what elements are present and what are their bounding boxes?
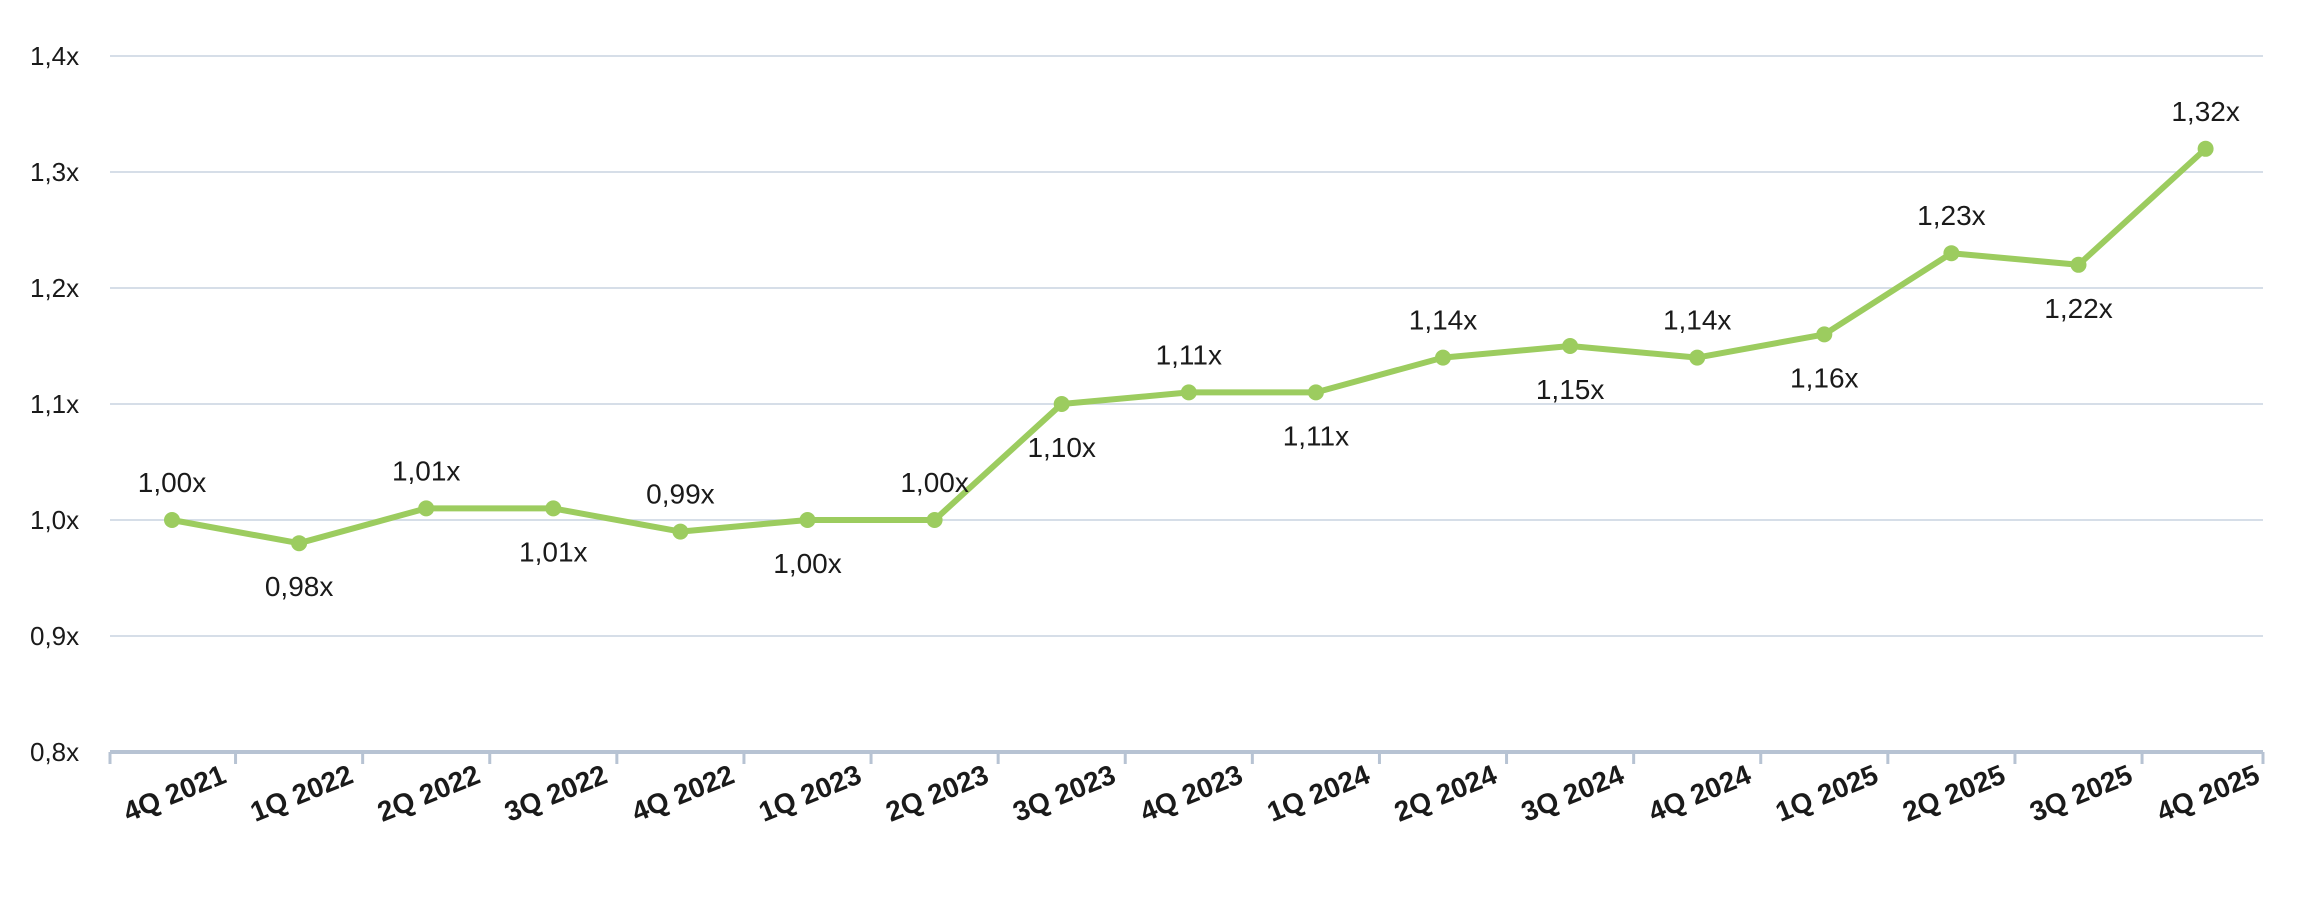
x-tick-label: 2Q 2025 [1898,759,2009,828]
data-label: 1,16x [1790,362,1859,393]
data-label: 1,32x [2171,96,2240,127]
data-label: 1,10x [1027,432,1096,463]
y-tick-label: 1,1x [30,389,79,419]
data-point [164,512,180,528]
data-point [1689,349,1706,366]
data-point [1816,326,1833,343]
x-tick-label: 3Q 2023 [1009,759,1120,828]
x-tick-label: 1Q 2023 [754,759,865,828]
x-tick-label: 4Q 2025 [2152,759,2263,828]
data-label: 1,01x [392,455,461,486]
data-point [1562,338,1579,354]
x-tick-label: 3Q 2024 [1517,759,1629,828]
x-axis: 4Q 2021 1Q 2022 2Q 2022 3Q 2022 4Q 2022 1Q 20… [108,750,2265,828]
data-label: 1,23x [1917,200,1986,231]
data-point [1180,384,1197,401]
data-point [926,512,943,528]
x-tick-label: 1Q 2022 [246,759,357,828]
gridlines [110,55,2263,637]
data-label: 1,14x [1663,305,1732,336]
y-tick-label: 1,4x [30,41,79,71]
data-labels: 1,00x 0,98x 1,01x 1,01x 0,99x 1,00x 1,00x 1,10x… [138,96,2240,602]
x-tick-label: 3Q 2025 [2025,759,2136,828]
data-points [164,140,2214,552]
data-point [1435,349,1451,366]
y-tick-label: 1,0x [30,505,79,535]
data-label: 1,00x [138,467,207,498]
x-tick-label: 2Q 2022 [373,759,484,828]
data-label: 1,11x [1156,339,1222,370]
x-tick-label: 1Q 2024 [1263,759,1375,828]
x-tick-label: 1Q 2025 [1771,759,1882,828]
data-point [545,500,562,517]
x-tick-label: 4Q 2024 [1644,759,1756,828]
data-label: 1,22x [2044,293,2113,324]
x-tick-label: 3Q 2022 [500,759,611,828]
x-tick-label: 2Q 2023 [881,759,992,828]
y-tick-label: 1,2x [30,273,79,303]
data-point [672,523,689,540]
y-tick-label: 0,9x [30,621,79,651]
data-label: 1,00x [900,467,969,498]
data-label: 1,14x [1409,305,1478,336]
data-label: 1,11x [1283,420,1349,451]
data-label: 0,99x [646,479,715,510]
data-point [291,535,308,552]
data-label: 0,98x [265,571,334,602]
data-label: 1,00x [773,548,842,579]
data-point [418,500,435,517]
data-point [1943,245,1960,262]
y-tick-label: 0,8x [30,737,79,767]
data-point [2070,256,2087,273]
x-tick-label: 4Q 2023 [1136,759,1247,828]
y-axis-ticks: 1,4x 1,3x 1,2x 1,1x 1,0x 0,9x 0,8x [30,41,79,767]
x-tick-label: 2Q 2024 [1390,759,1502,828]
data-label: 1,01x [519,536,588,567]
y-tick-label: 1,3x [30,157,79,187]
data-label: 1,15x [1536,374,1605,405]
data-point [2197,140,2214,157]
data-point [799,512,816,528]
x-tick-label: 4Q 2021 [119,759,230,828]
x-tick-label: 4Q 2022 [627,759,738,828]
data-point [1053,396,1070,412]
data-point [1307,384,1324,401]
